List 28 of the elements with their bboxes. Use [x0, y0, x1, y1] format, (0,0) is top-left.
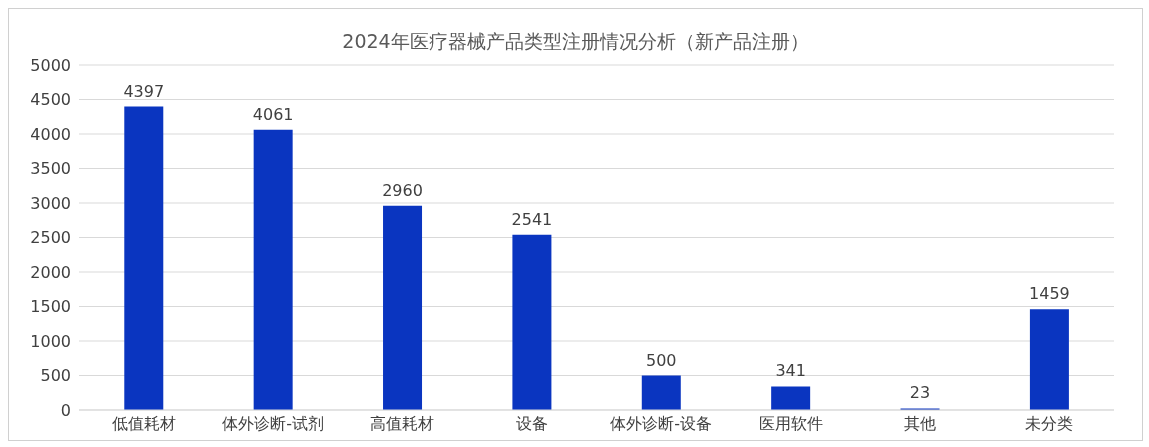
y-tick-label: 1500: [30, 297, 71, 317]
y-tick-label: 2500: [30, 228, 71, 248]
y-tick-label: 4500: [30, 90, 71, 110]
x-tick-label: 其他: [903, 414, 936, 434]
x-tick-label: 设备: [515, 414, 548, 434]
data-label: 2541: [511, 209, 553, 229]
chart-title: 2024年医疗器械产品类型注册情况分析（新产品注册）: [341, 29, 810, 54]
x-tick-label: 低值耗材: [111, 414, 176, 434]
x-tick-label: 医用软件: [758, 414, 823, 434]
x-tick-label: 高值耗材: [370, 414, 435, 434]
data-label: 2960: [382, 180, 423, 200]
y-tick-label: 5000: [30, 55, 71, 75]
data-label: 4061: [252, 104, 294, 124]
data-label: 1459: [1029, 284, 1070, 304]
y-tick-label: 0: [60, 400, 71, 420]
y-tick-label: 1000: [30, 331, 71, 351]
y-tick-label: 500: [40, 366, 71, 386]
y-tick-label: 2000: [30, 262, 71, 282]
y-tick-label: 4000: [30, 124, 71, 144]
y-tick-label: 3500: [30, 159, 71, 179]
data-label: 500: [646, 350, 677, 370]
x-tick-label: 体外诊断-设备: [610, 414, 713, 434]
y-tick-label: 3000: [30, 193, 71, 213]
data-label: 23: [909, 383, 931, 403]
x-tick-label: 体外诊断-试剂: [222, 414, 324, 434]
x-tick-label: 未分类: [1025, 414, 1074, 434]
data-label: 341: [775, 361, 806, 381]
data-label: 4397: [123, 81, 165, 101]
